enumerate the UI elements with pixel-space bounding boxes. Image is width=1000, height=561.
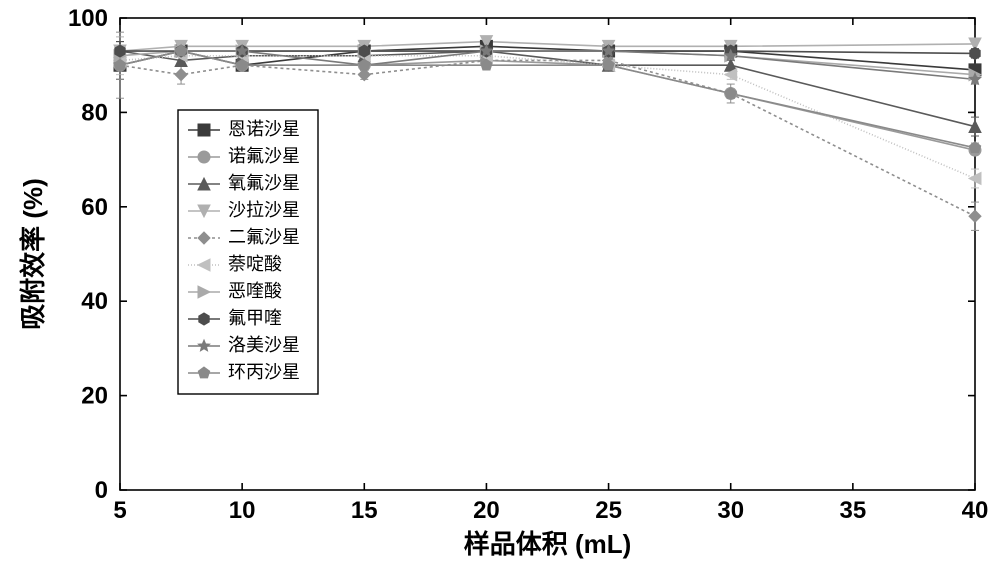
legend-label: 环丙沙星	[228, 362, 300, 382]
legend-label: 诺氟沙星	[228, 146, 300, 166]
legend-label: 氧氟沙星	[228, 173, 300, 193]
chart-container: 5 10 15 20 25 30 35 40 0 20 40 60 80 100 样品体积 (mL) 吸附效率…	[0, 0, 1000, 561]
svg-text:15: 15	[351, 497, 378, 524]
svg-text:10: 10	[229, 497, 256, 524]
svg-text:25: 25	[595, 497, 622, 524]
svg-text:30: 30	[717, 497, 744, 524]
adsorption-efficiency-chart: 5 10 15 20 25 30 35 40 0 20 40 60 80 100 样品体积 (mL) 吸附效率…	[0, 0, 1000, 561]
svg-text:20: 20	[473, 497, 500, 524]
svg-text:5: 5	[113, 497, 126, 524]
legend-label: 恶喹酸	[228, 281, 282, 301]
legend-label: 洛美沙星	[228, 335, 300, 355]
x-axis-label: 样品体积 (mL)	[464, 529, 632, 559]
legend-label: 沙拉沙星	[228, 200, 300, 220]
svg-text:35: 35	[840, 497, 867, 524]
svg-text:80: 80	[81, 99, 108, 126]
svg-text:60: 60	[81, 194, 108, 221]
svg-text:40: 40	[962, 497, 989, 524]
legend-label: 氟甲喹	[228, 308, 282, 328]
legend-label: 二氟沙星	[228, 227, 300, 247]
svg-text:40: 40	[81, 288, 108, 315]
svg-text:100: 100	[68, 5, 108, 32]
legend-label: 萘啶酸	[228, 254, 282, 274]
svg-text:20: 20	[81, 383, 108, 410]
svg-text:0: 0	[95, 477, 108, 504]
legend-label: 恩诺沙星	[228, 119, 300, 139]
legend: 恩诺沙星诺氟沙星氧氟沙星沙拉沙星二氟沙星萘啶酸恶喹酸氟甲喹洛美沙星环丙沙星	[178, 110, 318, 394]
y-axis-label: 吸附效率 (%)	[18, 178, 48, 330]
